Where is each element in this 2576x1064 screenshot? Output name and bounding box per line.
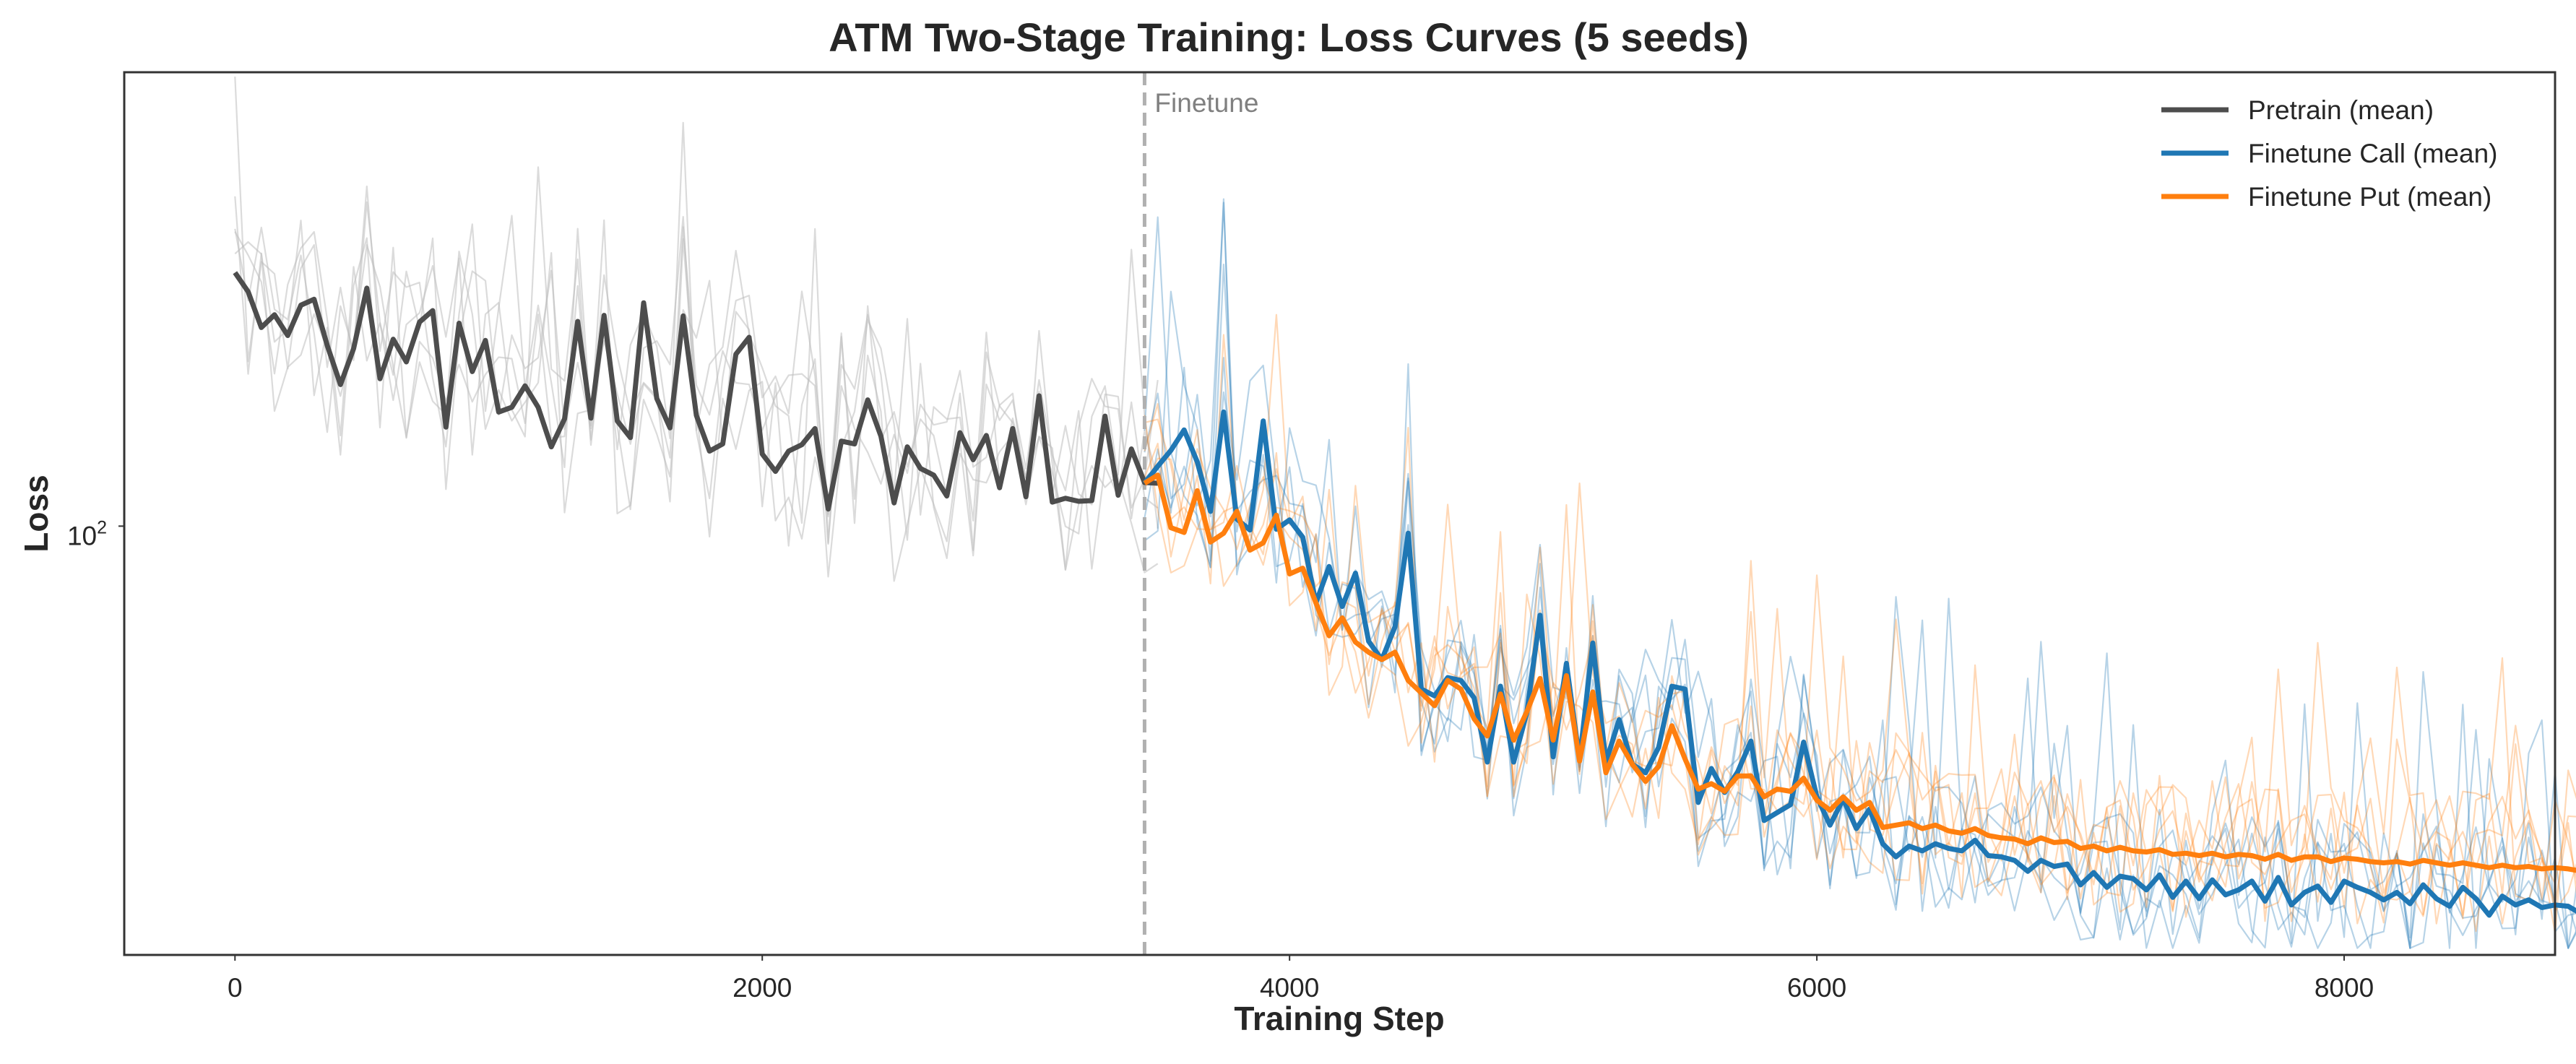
seed-run-line-3-3 bbox=[1144, 428, 2576, 925]
seed-run-line-2-4 bbox=[1144, 202, 2576, 949]
x-tick-label-0: 0 bbox=[228, 973, 243, 1003]
y-tick-label-100: 102 bbox=[67, 517, 107, 550]
legend-entry-finetune-put: Finetune Put (mean) bbox=[2161, 182, 2491, 212]
y-axis-label: Loss bbox=[17, 475, 55, 552]
x-tick-label-2000: 2000 bbox=[732, 973, 792, 1003]
finetune-call-mean-line bbox=[1142, 409, 2576, 918]
legend-entry-finetune-call-label: Finetune Call (mean) bbox=[2248, 139, 2497, 168]
x-axis-ticks: 0 2000 4000 6000 8000 bbox=[228, 955, 2374, 1003]
seed-run-line-2-1 bbox=[1144, 264, 2576, 949]
x-tick-label-4000: 4000 bbox=[1260, 973, 1319, 1003]
seed-run-line-3-4 bbox=[1144, 402, 2576, 933]
x-tick-label-8000: 8000 bbox=[2314, 973, 2374, 1003]
y-axis-ticks: 102 bbox=[67, 517, 124, 550]
legend-entry-pretrain-label: Pretrain (mean) bbox=[2248, 95, 2434, 125]
pretrain-mean-line bbox=[233, 271, 1158, 512]
x-tick-label-6000: 6000 bbox=[1787, 973, 1846, 1003]
seed-lines-layer bbox=[234, 77, 2576, 949]
x-axis-label: Training Step bbox=[1234, 1000, 1444, 1037]
legend-entry-finetune-put-label: Finetune Put (mean) bbox=[2248, 182, 2491, 212]
chart-title: ATM Two-Stage Training: Loss Curves (5 s… bbox=[829, 14, 1749, 60]
y-tick-base: 10 bbox=[67, 521, 97, 550]
seed-run-line-2-5 bbox=[1144, 357, 2576, 949]
seed-run-line-1-4 bbox=[234, 196, 1159, 578]
seed-run-line-3-5 bbox=[1144, 448, 2576, 920]
legend-entry-finetune-call: Finetune Call (mean) bbox=[2161, 139, 2497, 168]
mean-lines-layer bbox=[233, 271, 2576, 918]
seed-run-line-2-2 bbox=[1144, 216, 2576, 949]
finetune-put-mean-line bbox=[1143, 472, 2576, 873]
legend-entry-pretrain: Pretrain (mean) bbox=[2161, 95, 2434, 125]
legend: Pretrain (mean) Finetune Call (mean) Finet… bbox=[2161, 95, 2497, 212]
finetune-annotation: Finetune bbox=[1154, 88, 1258, 118]
seed-run-line-3-1 bbox=[1144, 415, 2576, 917]
seed-run-line-2-3 bbox=[1144, 198, 2576, 949]
seed-run-line-3-2 bbox=[1144, 313, 2576, 934]
y-tick-exponent: 2 bbox=[97, 517, 107, 537]
plot-frame bbox=[123, 71, 2556, 956]
